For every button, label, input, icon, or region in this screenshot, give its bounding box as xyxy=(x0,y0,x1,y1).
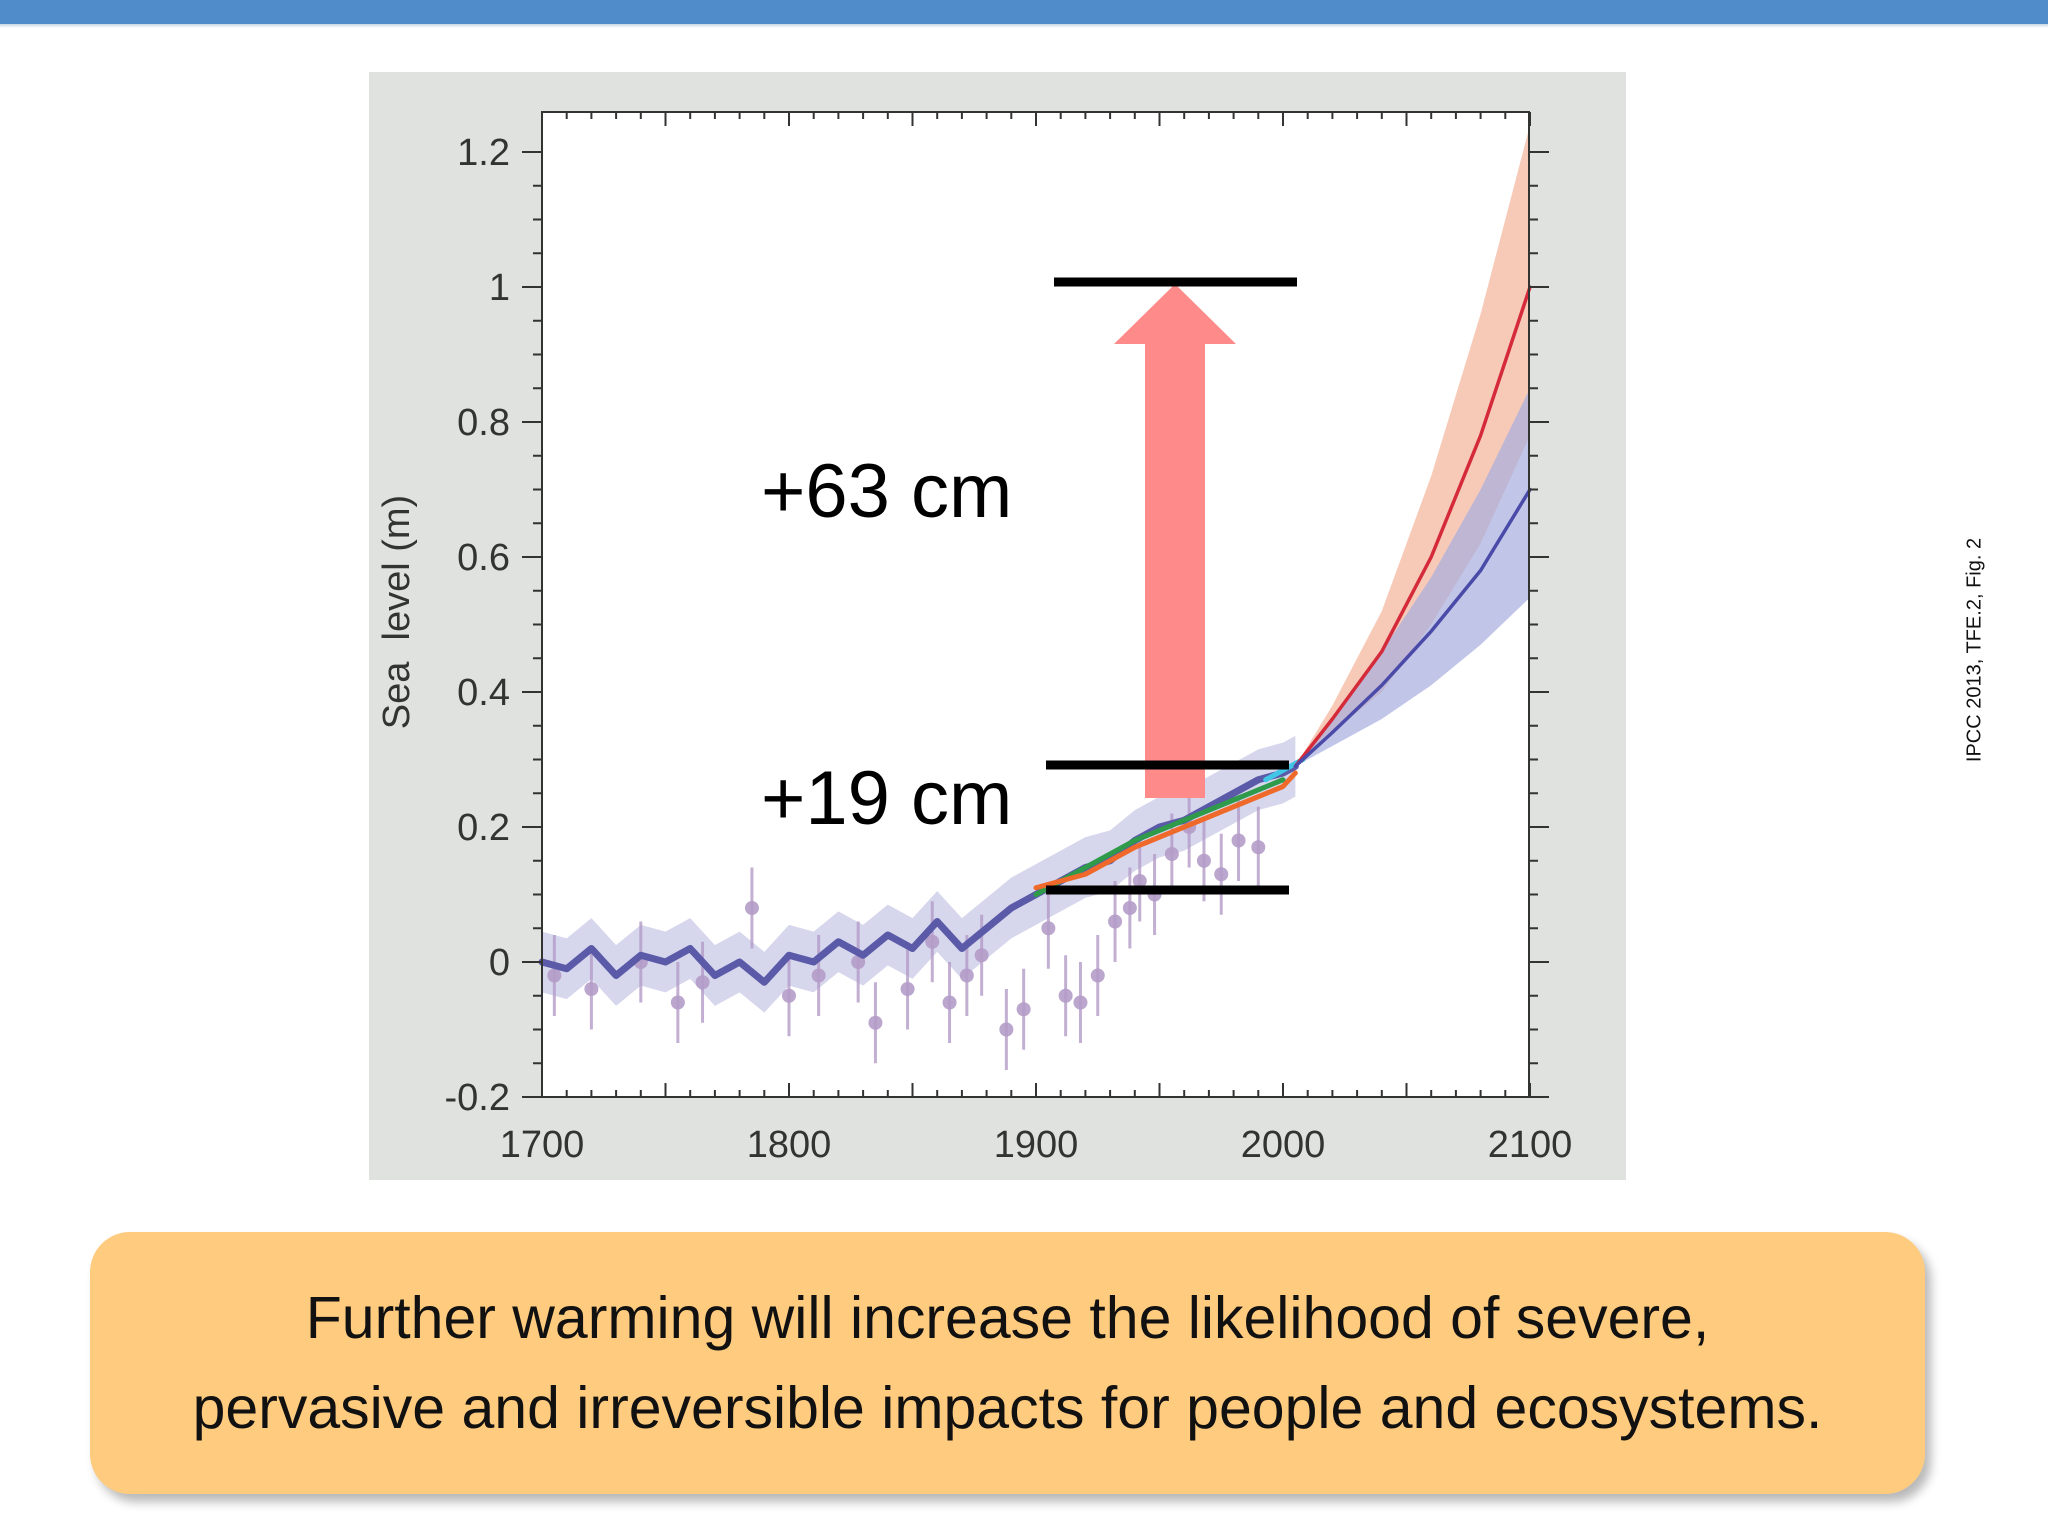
top-banner xyxy=(0,0,2048,24)
paleo-point xyxy=(1058,988,1073,1003)
x-tick-labels: 1700 1800 1900 2000 2100 xyxy=(500,1124,1573,1166)
y-tick-label: 1 xyxy=(489,267,510,309)
paleo-point xyxy=(670,995,685,1010)
tide_gauge_green-line xyxy=(1033,777,1286,897)
axis-ticks xyxy=(522,112,1549,1098)
paleo-point xyxy=(744,901,759,915)
plot-area xyxy=(542,112,1529,1097)
y-tick-label: 0.2 xyxy=(457,807,510,849)
x-tick-label: 2100 xyxy=(1488,1124,1573,1166)
top-banner-shadow xyxy=(0,24,2048,28)
paleo-point xyxy=(1073,995,1088,1010)
sea-level-chart: +63 cm +19 cm 1700 1800 1900 2000 2100 1.2 1 0… xyxy=(369,72,1626,1180)
rise-arrow-shaft xyxy=(1145,342,1205,798)
x-tick-label: 2000 xyxy=(1241,1124,1326,1166)
paleo-point xyxy=(1251,840,1266,855)
annotation-19cm: +19 cm xyxy=(761,756,1012,841)
paleo-point xyxy=(584,982,599,996)
paleo-point xyxy=(925,934,940,949)
projection-bands xyxy=(542,125,1530,1013)
paleo-point xyxy=(942,995,957,1010)
historic-uncertainty-band xyxy=(542,735,1296,1013)
paleo-point xyxy=(1016,1002,1031,1017)
paleo-point xyxy=(782,988,796,1003)
paleo-point xyxy=(1041,921,1056,936)
annotation-63cm: +63 cm xyxy=(761,449,1012,534)
paleo-point xyxy=(1132,874,1147,888)
paleo-point xyxy=(999,1022,1014,1037)
paleo-point xyxy=(1108,914,1123,929)
paleo-point xyxy=(959,968,974,983)
paleo-point xyxy=(1214,867,1229,882)
paleo-point xyxy=(1164,847,1179,861)
annotations: +63 cm +19 cm xyxy=(761,277,1297,895)
projection_high-line xyxy=(1293,285,1532,768)
paleo-point xyxy=(547,968,562,983)
paleo-point xyxy=(974,948,989,963)
message-line-2: pervasive and irreversible impacts for p… xyxy=(192,1375,1823,1441)
y-axis-label: Sea level (m) xyxy=(376,495,418,729)
paleo-point xyxy=(868,1015,883,1030)
y-tick-label: -0.2 xyxy=(445,1077,510,1119)
sea-level-series xyxy=(538,285,1532,986)
x-tick-label: 1800 xyxy=(747,1124,832,1166)
paleo-point xyxy=(851,955,866,969)
message-line-1: Further warming will increase the likeli… xyxy=(305,1285,1710,1351)
citation-label: IPCC 2013, TFE.2, Fig. 2 xyxy=(1963,537,1986,763)
y-tick-label: 1.2 xyxy=(457,132,510,174)
y-tick-label: 0 xyxy=(489,942,510,984)
y-tick-label: 0.4 xyxy=(457,672,510,714)
rise-arrow-head xyxy=(1114,284,1236,344)
paleo-point xyxy=(1196,853,1211,868)
sea-level-figure: +63 cm +19 cm 1700 1800 1900 2000 2100 1.2 1 0… xyxy=(369,72,1626,1180)
paleo-point xyxy=(811,968,826,983)
message-box: Further warming will increase the likeli… xyxy=(90,1232,1925,1494)
tide_gauge_orange-line xyxy=(1033,770,1298,891)
paleo-point xyxy=(1090,968,1105,983)
x-tick-label: 1700 xyxy=(500,1124,585,1166)
y-tick-label: 0.6 xyxy=(457,537,510,579)
x-tick-label: 1900 xyxy=(994,1124,1079,1166)
y-tick-labels: 1.2 1 0.8 0.6 0.4 0.2 0 -0.2 xyxy=(445,132,510,1119)
paleo-point xyxy=(695,975,710,990)
y-tick-label: 0.8 xyxy=(457,402,510,444)
projection_low-line xyxy=(1293,487,1532,768)
paleo-point xyxy=(900,982,915,996)
paleo-point xyxy=(1231,833,1246,848)
paleo-point xyxy=(1122,901,1137,915)
projection_low-band xyxy=(1295,388,1530,767)
